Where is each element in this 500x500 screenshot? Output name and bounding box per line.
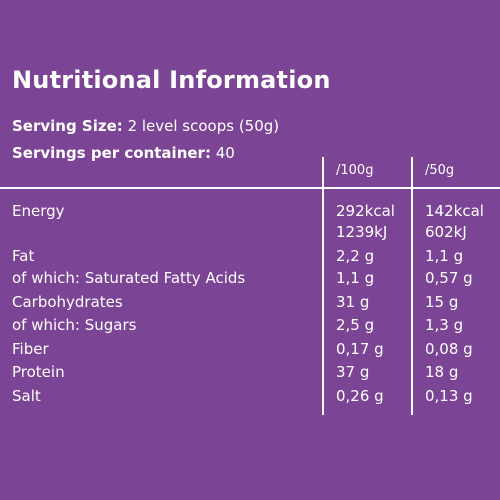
value-per-50g: 602kJ — [425, 223, 467, 241]
row-label: Salt — [12, 387, 41, 405]
column-header-per-50g: /50g — [425, 163, 455, 178]
row-label: Protein — [12, 363, 65, 381]
value-per-50g: 0,08 g — [425, 340, 473, 358]
value-per-100g: 0,26 g — [336, 387, 384, 405]
value-per-100g: 2,2 g — [336, 247, 375, 265]
serving-size: Serving Size: 2 level scoops (50g) — [12, 117, 279, 135]
value-per-50g: 142kcal — [425, 202, 484, 220]
value-per-100g: 31 g — [336, 293, 370, 311]
column-divider-2 — [411, 157, 413, 415]
table-row: Fiber 0,17 g 0,08 g — [0, 338, 500, 360]
table-row: Salt 0,26 g 0,13 g — [0, 385, 500, 407]
row-label: Fiber — [12, 340, 49, 358]
table-row: of which: Saturated Fatty Acids 1,1 g 0,… — [0, 267, 500, 289]
row-label: Carbohydrates — [12, 293, 123, 311]
row-label: of which: Saturated Fatty Acids — [12, 269, 246, 287]
table-row: of which: Sugars 2,5 g 1,3 g — [0, 314, 500, 336]
page-title: Nutritional Information — [12, 66, 331, 94]
row-label: Fat — [12, 247, 35, 265]
row-label: of which: Sugars — [12, 316, 137, 334]
value-per-50g: 18 g — [425, 363, 459, 381]
servings-per-container: Servings per container: 40 — [12, 144, 235, 162]
table-row: Protein 37 g 18 g — [0, 361, 500, 383]
value-per-50g: 0,13 g — [425, 387, 473, 405]
value-per-100g: 0,17 g — [336, 340, 384, 358]
serving-size-value: 2 level scoops (50g) — [127, 117, 280, 135]
column-divider-1 — [322, 157, 324, 415]
value-per-100g: 1239kJ — [336, 223, 388, 241]
serving-size-label: Serving Size: — [12, 117, 123, 135]
table-row: 1239kJ 602kJ — [0, 221, 500, 243]
servings-per-container-value: 40 — [215, 144, 235, 162]
column-header-per-100g: /100g — [336, 163, 374, 178]
table-row: Fat 2,2 g 1,1 g — [0, 245, 500, 267]
header-divider — [0, 187, 500, 189]
table-row: Carbohydrates 31 g 15 g — [0, 291, 500, 313]
value-per-100g: 292kcal — [336, 202, 395, 220]
value-per-100g: 37 g — [336, 363, 370, 381]
value-per-50g: 1,3 g — [425, 316, 464, 334]
value-per-50g: 1,1 g — [425, 247, 464, 265]
value-per-50g: 0,57 g — [425, 269, 473, 287]
servings-per-container-label: Servings per container: — [12, 144, 211, 162]
value-per-100g: 2,5 g — [336, 316, 375, 334]
value-per-50g: 15 g — [425, 293, 459, 311]
table-row: Energy 292kcal 142kcal — [0, 200, 500, 222]
row-label: Energy — [12, 202, 65, 220]
value-per-100g: 1,1 g — [336, 269, 375, 287]
